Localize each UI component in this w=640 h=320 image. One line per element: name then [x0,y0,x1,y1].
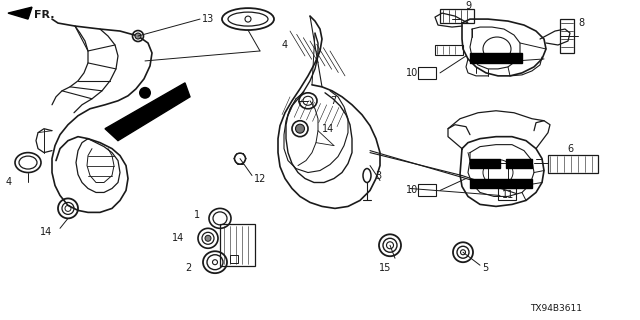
Bar [560,19,574,53]
Ellipse shape [205,235,211,241]
Bar [470,179,532,188]
Bar [470,53,522,63]
Text: 7: 7 [330,96,336,106]
Bar [418,67,436,79]
Bar [470,159,500,168]
Polygon shape [8,7,32,19]
Bar [506,159,532,168]
Polygon shape [105,83,190,141]
Ellipse shape [135,33,141,39]
Bar [418,185,436,196]
Text: 14: 14 [322,124,334,134]
Bar [435,45,463,55]
Text: 2: 2 [186,263,192,273]
Text: 10: 10 [406,68,418,78]
Text: 4: 4 [282,40,288,50]
Bar [488,163,508,182]
Text: 1: 1 [194,210,200,220]
Ellipse shape [139,87,151,99]
Bar [548,155,598,172]
Text: 12: 12 [254,173,266,183]
Text: 8: 8 [578,18,584,28]
Text: 14: 14 [172,233,184,243]
Text: 14: 14 [40,227,52,237]
Text: 13: 13 [202,14,214,24]
Text: 11: 11 [502,190,515,200]
Text: 3: 3 [375,171,381,180]
Text: TX94B3611: TX94B3611 [530,304,582,313]
Bar [498,188,516,200]
Bar [440,9,474,23]
Text: FR.: FR. [34,10,54,20]
Bar [230,255,238,263]
Ellipse shape [296,124,305,133]
Text: 9: 9 [465,1,471,11]
Text: 5: 5 [482,263,488,273]
Bar [220,224,255,266]
Text: 4: 4 [6,178,12,188]
Text: 6: 6 [567,144,573,154]
Text: 15: 15 [379,263,391,273]
Text: 10: 10 [406,186,418,196]
